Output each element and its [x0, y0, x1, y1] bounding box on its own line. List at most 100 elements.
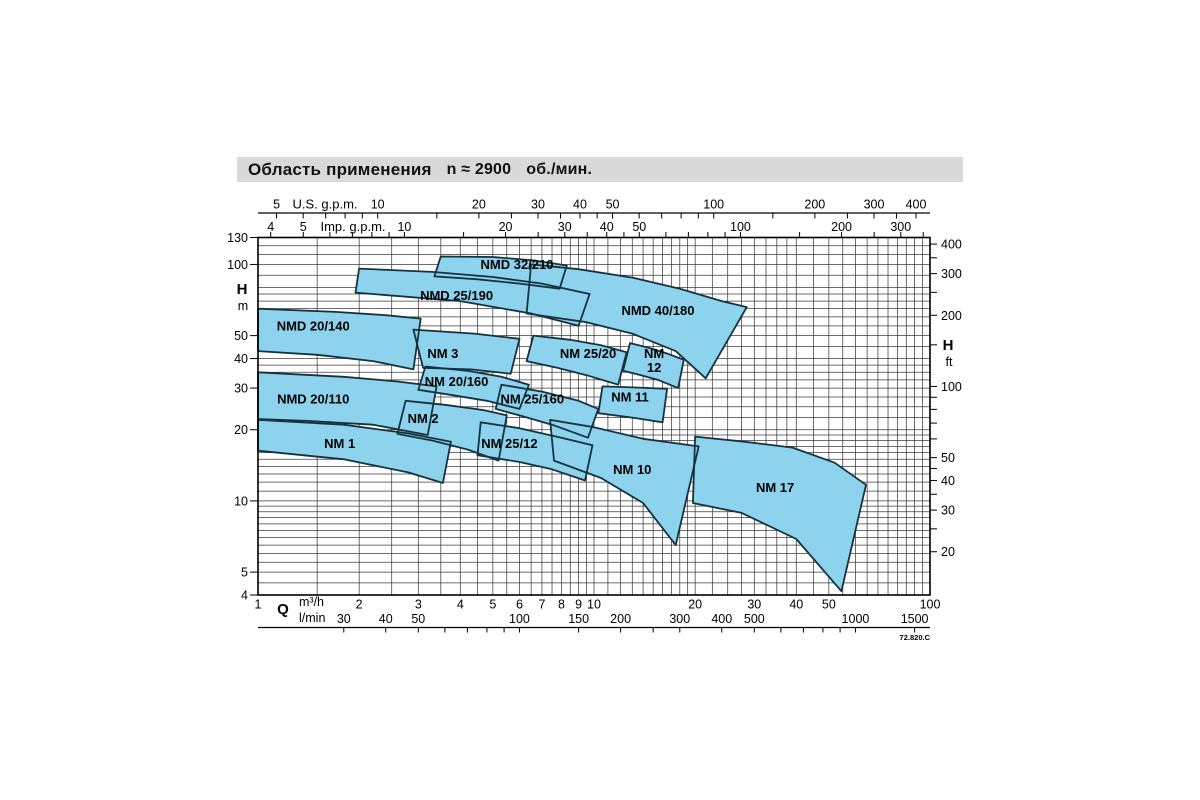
h-ft-axis-title: H	[943, 337, 954, 354]
us-gpm-value: 30	[531, 198, 545, 212]
region-outline-NM-20-160	[417, 365, 530, 410]
region-outline-NMD-25-190	[354, 267, 591, 327]
q-lmin-value: 300	[669, 612, 690, 626]
us-gpm-value: 50	[606, 198, 620, 212]
region-label: NM 1	[324, 436, 355, 451]
q-m3h-value: 100	[920, 598, 941, 612]
region-label: NM 2	[408, 411, 439, 426]
us-gpm-value: 10	[371, 198, 385, 212]
q-m3h-value: 40	[789, 598, 803, 612]
imp-gpm-value: 10	[397, 220, 411, 234]
q-m3h-value: 8	[558, 598, 565, 612]
q-m3h-unit: m³/h	[299, 595, 324, 609]
imp-gpm-value: 4	[267, 220, 274, 234]
q-m3h-value: 30	[747, 598, 761, 612]
q-lmin-value: 200	[610, 612, 631, 626]
q-lmin-value: 1500	[901, 612, 929, 626]
chart-title-unit: об./мин.	[526, 160, 593, 178]
imp-gpm-value: 100	[730, 220, 751, 234]
region-outline-NMD-20-110	[257, 371, 438, 436]
region-label: NM 25/12	[481, 436, 537, 451]
region-label: NMD 20/110	[277, 391, 349, 406]
region-fill-NM-3	[413, 329, 520, 374]
imp-gpm-value: 40	[600, 220, 614, 234]
imp-gpm-title: Imp. g.p.m.	[320, 219, 385, 234]
h-ft-unit: ft	[946, 355, 953, 369]
q-axis-title: Q	[277, 601, 289, 618]
h-m-value: 100	[227, 258, 248, 272]
h-m-value: 4	[241, 589, 248, 603]
q-lmin-value: 30	[337, 612, 351, 626]
q-m3h-value: 2	[356, 598, 363, 612]
drawing-number: 72.820.C	[900, 633, 931, 642]
region-outline-NMD-20-140	[257, 307, 422, 371]
imp-gpm-value: 30	[558, 220, 572, 234]
region-fill-NM-17	[692, 436, 866, 592]
us-gpm-value: 20	[472, 198, 486, 212]
region-label: NM 10	[613, 462, 651, 477]
region-fill-NMD-20-140	[258, 308, 421, 370]
us-gpm-value: 100	[703, 198, 724, 212]
q-m3h-value: 20	[688, 598, 702, 612]
region-label: NM	[644, 346, 664, 361]
imp-gpm-value: 50	[632, 220, 646, 234]
q-lmin-value: 100	[509, 612, 530, 626]
region-outline-NM-12	[622, 342, 685, 389]
h-ft-value: 20	[941, 545, 955, 559]
region-outline-NM-25-160	[494, 383, 600, 439]
region-outline-NMD-32-210	[433, 255, 568, 290]
region-label: NM 11	[611, 390, 649, 405]
h-m-value: 10	[234, 494, 248, 508]
region-label: NM 25/20	[560, 346, 616, 361]
h-ft-value: 400	[941, 238, 962, 252]
region-label: NM 3	[427, 346, 458, 361]
h-m-value: 40	[234, 352, 248, 366]
region-label: NMD 40/180	[621, 303, 694, 318]
q-lmin-value: 40	[379, 612, 393, 626]
imp-gpm-value: 200	[831, 220, 852, 234]
q-m3h-value: 50	[822, 598, 836, 612]
region-label: 12	[647, 360, 661, 375]
us-gpm-value: 400	[906, 198, 927, 212]
us-gpm-title: U.S. g.p.m.	[292, 197, 357, 212]
h-ft-value: 30	[941, 504, 955, 518]
q-m3h-value: 10	[587, 598, 601, 612]
h-m-value: 5	[241, 566, 248, 580]
q-lmin-value: 50	[411, 612, 425, 626]
region-fill-NM-10	[550, 419, 699, 546]
region-label: NMD 32/210	[481, 257, 554, 272]
us-gpm-value: 40	[573, 198, 587, 212]
region-label: NM 20/160	[425, 374, 489, 389]
imp-gpm-value: 5	[300, 220, 307, 234]
region-outline-NM-10	[549, 419, 700, 546]
region-fill-NM-11	[598, 386, 668, 423]
q-lmin-value: 500	[744, 612, 765, 626]
h-ft-value: 300	[941, 267, 962, 281]
region-outline-NM-25-12	[476, 421, 594, 482]
h-m-unit: m	[238, 299, 248, 313]
q-lmin-unit: l/min	[299, 611, 325, 625]
h-ft-value: 200	[941, 309, 962, 323]
region-label: NM 17	[756, 480, 794, 495]
h-ft-value: 40	[941, 474, 955, 488]
imp-gpm-value: 300	[890, 220, 911, 234]
chart-title-speed: n ≈ 2900	[446, 160, 512, 178]
h-m-value: 30	[234, 382, 248, 396]
us-gpm-value: 200	[804, 198, 825, 212]
q-lmin-value: 150	[568, 612, 589, 626]
region-outline-NMD-40-180	[525, 263, 748, 380]
region-fill-NMD-20-110	[258, 372, 437, 435]
h-m-value: 50	[234, 329, 248, 343]
q-lmin-value: 1000	[842, 612, 870, 626]
q-m3h-value: 3	[415, 598, 422, 612]
us-gpm-value: 5	[273, 198, 280, 212]
chart-title-band: Область применения n ≈ 2900 об./мин.	[237, 157, 963, 182]
region-outline-NM-17	[692, 435, 867, 593]
chart-title: Область применения	[248, 159, 432, 179]
q-m3h-value: 6	[516, 598, 523, 612]
region-outline-NM-2	[396, 399, 508, 462]
region-label: NMD 25/190	[420, 288, 493, 303]
region-outline-NM-1	[257, 419, 452, 484]
